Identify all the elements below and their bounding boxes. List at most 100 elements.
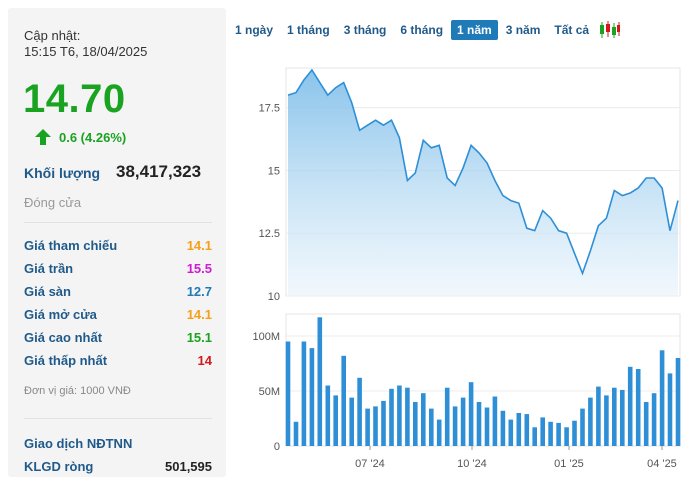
updated-label: Cập nhật: (24, 28, 81, 43)
price-row-label: Giá thấp nhất (24, 353, 108, 368)
volume-bar (405, 387, 410, 446)
volume-bar (333, 395, 338, 446)
x-tick-label: 01 '25 (554, 458, 584, 470)
net-volume-label: KLGD ròng (24, 459, 94, 474)
updated-time: 15:15 T6, 18/04/2025 (24, 44, 148, 59)
volume-bar (596, 386, 601, 446)
volume-label: Khối lượng (24, 165, 101, 181)
volume-bar (500, 410, 506, 446)
volume-bar (309, 348, 315, 446)
volume-bar (397, 385, 402, 446)
period-tabs: 1 ngày 1 tháng 3 tháng 6 tháng 1 năm 3 năm Tất… (229, 19, 621, 41)
price-change: 0.6 (4.26%) (35, 127, 126, 147)
volume-bar (675, 358, 681, 446)
y-tick-label: 12.5 (259, 228, 280, 240)
candlestick-icon[interactable] (599, 21, 621, 39)
tab-period[interactable]: 3 năm (505, 23, 541, 37)
tab-period[interactable]: 1 ngày (235, 23, 274, 37)
volume-bar (484, 407, 490, 446)
price-row: Giá tham chiếu 14.1 (24, 236, 212, 259)
price-row: Giá thấp nhất 14 (24, 351, 212, 374)
y-tick-label: 50M (259, 386, 280, 398)
volume-bar (373, 406, 378, 446)
price-row-label: Giá cao nhất (24, 330, 103, 345)
volume-bar (516, 413, 522, 446)
volume-bar (452, 406, 458, 446)
price-row-label: Giá sàn (24, 284, 71, 299)
y-tick-label: 17.5 (259, 103, 280, 115)
price-line (287, 68, 679, 276)
volume-bar (667, 373, 673, 446)
price-row-value: 14 (197, 353, 212, 368)
y-tick-label: 0 (274, 441, 280, 453)
volume-bar (564, 427, 569, 446)
volume-bar (572, 420, 577, 446)
volume-bar (389, 388, 394, 446)
volume-bar (476, 402, 482, 446)
arrow-up-icon (35, 129, 51, 145)
tab-period[interactable]: 3 tháng (343, 23, 387, 37)
volume-bar (651, 393, 657, 446)
price-row-value: 15.1 (186, 330, 212, 345)
market-status: Đóng cửa (24, 195, 82, 210)
volume-value: 38,417,323 (116, 162, 202, 181)
volume-bar (532, 427, 537, 446)
volume-bar (659, 350, 665, 446)
volume-bar (492, 396, 498, 446)
x-tick-label: 07 '24 (355, 458, 385, 470)
y-tick-label: 15 (268, 165, 280, 177)
volume-bar (317, 317, 323, 446)
price-row-value: 14.1 (186, 307, 212, 322)
price-row-value: 15.5 (186, 261, 212, 276)
last-price: 14.70 (23, 77, 126, 121)
price-rows: Giá tham chiếu 14.1 Giá trần 15.5 Giá sàn 12.… (24, 236, 212, 374)
volume-bar (365, 408, 370, 446)
volume-bar (341, 355, 346, 446)
volume-bar (580, 408, 585, 446)
price-row-value: 12.7 (186, 284, 212, 299)
price-row-label: Giá tham chiếu (24, 238, 118, 253)
volume-bar (285, 341, 291, 446)
volume-bar (524, 414, 530, 446)
net-volume-value: 501,595 (165, 459, 212, 474)
price-row-label: Giá trần (24, 261, 74, 276)
volume-bar (604, 395, 609, 446)
volume-bar (293, 421, 299, 446)
volume-bar (588, 397, 593, 446)
volume-bar (620, 389, 625, 446)
price-row-label: Giá mở cửa (24, 307, 97, 322)
volume-bar (429, 408, 434, 446)
y-tick-label: 100M (252, 331, 280, 343)
volume-bar (301, 341, 307, 446)
volume-bar (444, 387, 450, 446)
x-tick-label: 04 '25 (647, 458, 677, 470)
volume-bar (612, 387, 617, 446)
price-row-value: 14.1 (186, 238, 212, 253)
x-tick-label: 10 '24 (457, 458, 487, 470)
volume-bar (381, 400, 386, 446)
price-row: Giá cao nhất 15.1 (24, 328, 212, 351)
volume-bar (556, 422, 561, 446)
volume-bar (349, 397, 354, 446)
tab-period[interactable]: 6 tháng (400, 23, 444, 37)
volume-bar (635, 369, 641, 446)
volume-bar (508, 419, 514, 446)
divider (24, 222, 212, 223)
tab-period[interactable]: 1 tháng (287, 23, 330, 37)
volume-bar (548, 421, 553, 446)
volume-bar (436, 419, 442, 446)
quote-panel: Cập nhật: 15:15 T6, 18/04/2025 14.70 0.6… (8, 8, 226, 477)
volume-bar (325, 385, 331, 446)
tab-period[interactable]: Tất cả (554, 23, 590, 37)
volume-bar (627, 366, 633, 446)
divider (24, 418, 212, 419)
volume-bar (413, 402, 418, 446)
tab-period[interactable]: 1 năm (451, 20, 498, 40)
volume-bar (643, 402, 649, 446)
unit-note: Đơn vị giá: 1000 VNĐ (24, 385, 131, 397)
foreign-trade-title: Giao dịch NĐTNN (24, 436, 133, 451)
price-row: Giá mở cửa 14.1 (24, 305, 212, 328)
volume-bar (460, 397, 466, 446)
price-row: Giá trần 15.5 (24, 259, 212, 282)
